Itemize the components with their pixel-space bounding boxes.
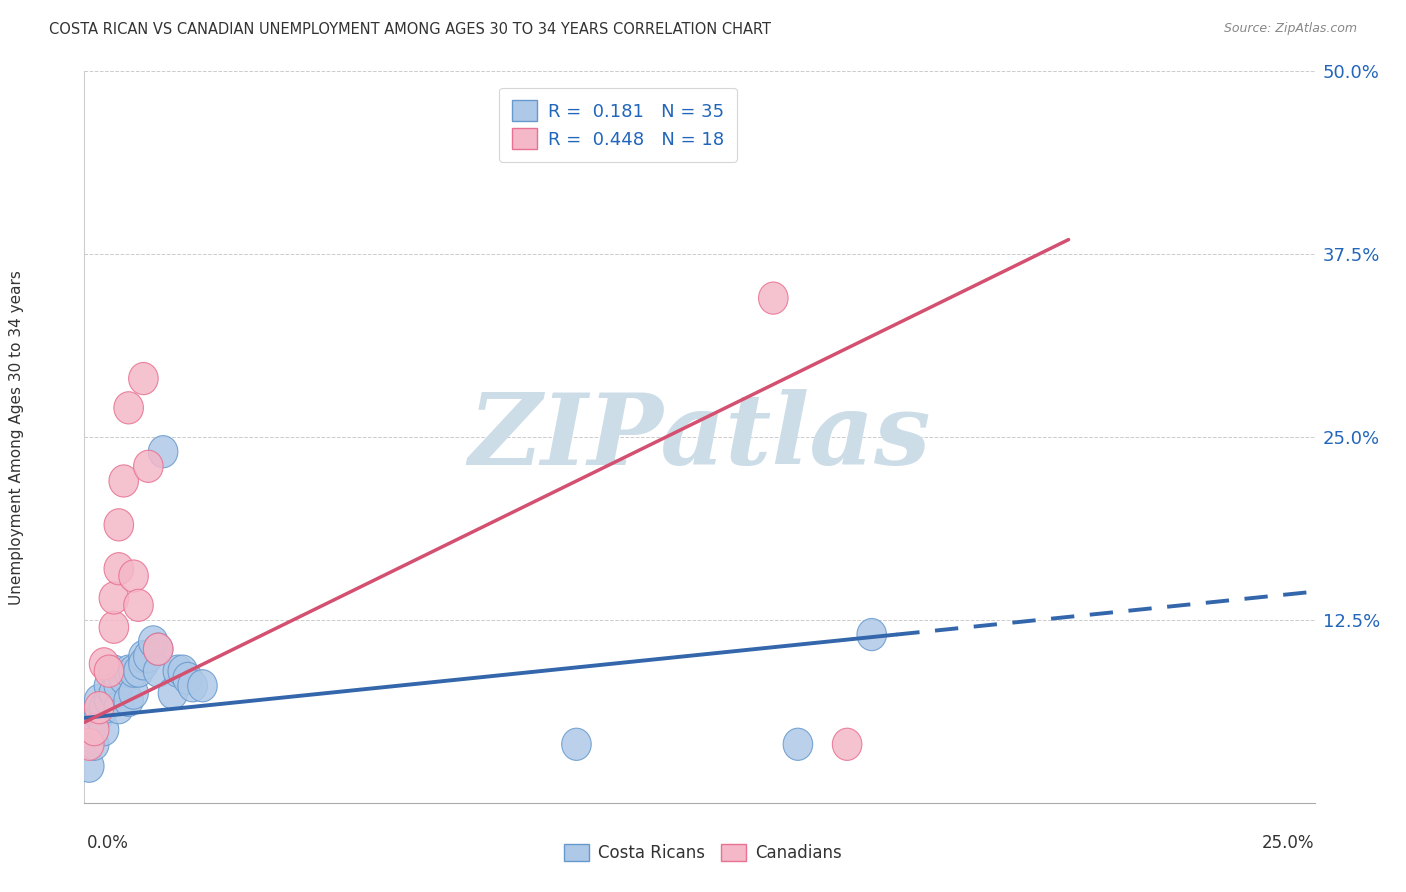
Ellipse shape (124, 655, 153, 687)
Ellipse shape (129, 362, 159, 394)
Ellipse shape (98, 611, 129, 643)
Ellipse shape (149, 435, 179, 467)
Ellipse shape (79, 714, 110, 746)
Text: COSTA RICAN VS CANADIAN UNEMPLOYMENT AMONG AGES 30 TO 34 YEARS CORRELATION CHART: COSTA RICAN VS CANADIAN UNEMPLOYMENT AMO… (49, 22, 772, 37)
Ellipse shape (163, 655, 193, 687)
Ellipse shape (110, 465, 139, 497)
Ellipse shape (84, 699, 114, 731)
Ellipse shape (98, 582, 129, 614)
Ellipse shape (858, 618, 887, 650)
Ellipse shape (84, 691, 114, 723)
Ellipse shape (94, 655, 124, 687)
Ellipse shape (114, 392, 143, 424)
Ellipse shape (114, 655, 143, 687)
Ellipse shape (90, 714, 120, 746)
Ellipse shape (84, 684, 114, 716)
Ellipse shape (110, 663, 139, 695)
Ellipse shape (143, 633, 173, 665)
Ellipse shape (90, 648, 120, 680)
Legend: Costa Ricans, Canadians: Costa Ricans, Canadians (557, 836, 849, 871)
Ellipse shape (104, 691, 134, 723)
Ellipse shape (188, 670, 218, 702)
Ellipse shape (118, 560, 149, 592)
Ellipse shape (177, 670, 208, 702)
Ellipse shape (832, 728, 862, 760)
Ellipse shape (169, 655, 198, 687)
Ellipse shape (157, 677, 188, 709)
Text: 0.0%: 0.0% (87, 834, 129, 852)
Text: Unemployment Among Ages 30 to 34 years: Unemployment Among Ages 30 to 34 years (10, 269, 24, 605)
Ellipse shape (129, 648, 159, 680)
Ellipse shape (94, 684, 124, 716)
Ellipse shape (124, 590, 153, 622)
Ellipse shape (79, 728, 110, 760)
Ellipse shape (783, 728, 813, 760)
Ellipse shape (118, 655, 149, 687)
Ellipse shape (98, 655, 129, 687)
Ellipse shape (129, 640, 159, 673)
Ellipse shape (173, 663, 202, 695)
Ellipse shape (98, 677, 129, 709)
Ellipse shape (143, 655, 173, 687)
Ellipse shape (134, 640, 163, 673)
Legend: R =  0.181   N = 35, R =  0.448   N = 18: R = 0.181 N = 35, R = 0.448 N = 18 (499, 87, 737, 162)
Ellipse shape (75, 728, 104, 760)
Ellipse shape (75, 750, 104, 782)
Ellipse shape (90, 691, 120, 723)
Ellipse shape (104, 670, 134, 702)
Ellipse shape (104, 508, 134, 541)
Ellipse shape (118, 677, 149, 709)
Ellipse shape (79, 706, 110, 739)
Text: ZIPatlas: ZIPatlas (468, 389, 931, 485)
Ellipse shape (759, 282, 789, 314)
Ellipse shape (139, 626, 169, 658)
Ellipse shape (94, 670, 124, 702)
Ellipse shape (114, 684, 143, 716)
Ellipse shape (104, 553, 134, 585)
Ellipse shape (134, 450, 163, 483)
Ellipse shape (143, 633, 173, 665)
Ellipse shape (562, 728, 592, 760)
Text: Source: ZipAtlas.com: Source: ZipAtlas.com (1223, 22, 1357, 36)
Text: 25.0%: 25.0% (1263, 834, 1315, 852)
